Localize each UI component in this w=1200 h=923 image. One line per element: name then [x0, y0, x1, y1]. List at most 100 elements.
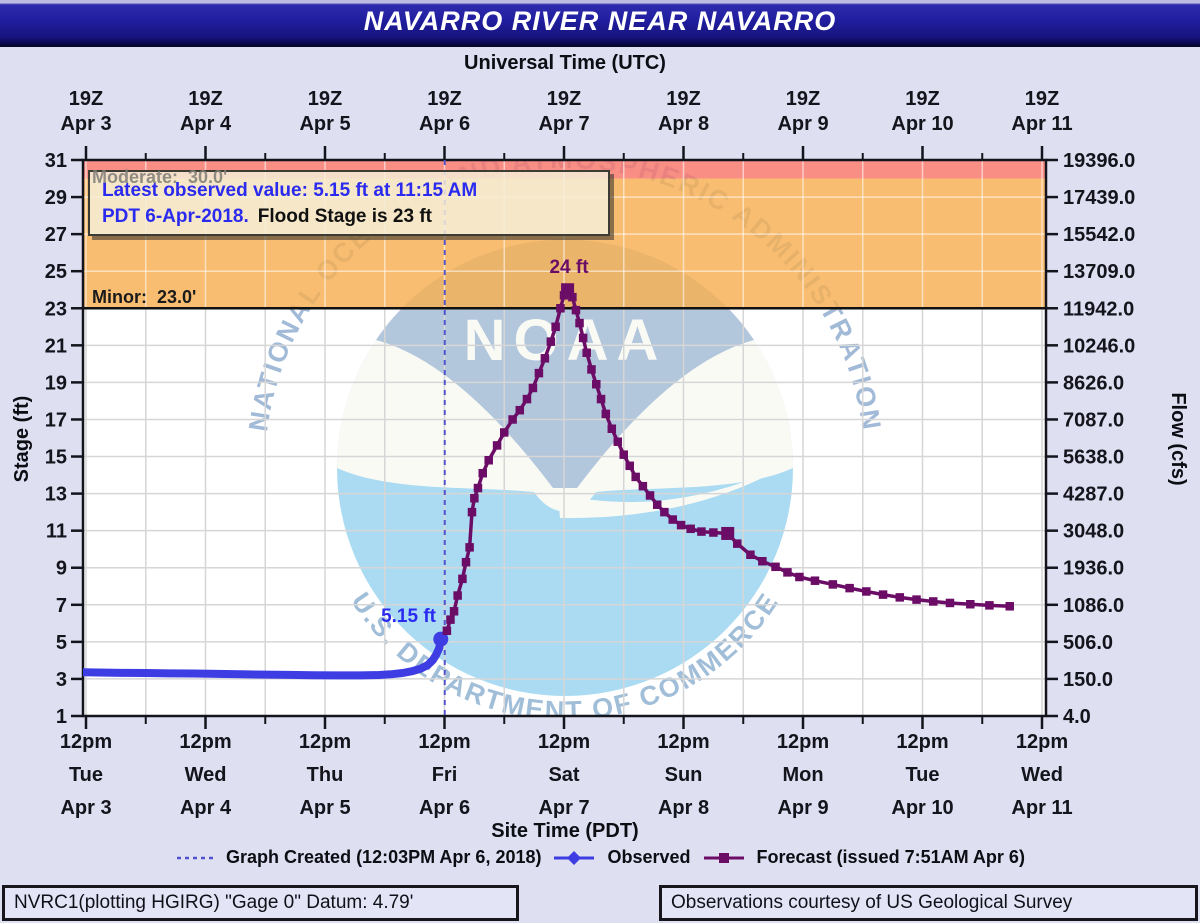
- svg-text:10246.0: 10246.0: [1063, 335, 1135, 357]
- svg-text:19Z: 19Z: [1025, 88, 1059, 110]
- moderate-flood-label: Moderate: 30.0': [92, 167, 228, 187]
- minor-flood-label: Minor: 23.0': [92, 287, 197, 307]
- title-bar: NAVARRO RIVER NEAR NAVARRO: [0, 0, 1200, 47]
- svg-text:7087.0: 7087.0: [1063, 409, 1124, 431]
- gage-datum-box: NVRC1(plotting HGIRG) "Gage 0" Datum: 4.…: [2, 885, 519, 921]
- svg-text:506.0: 506.0: [1063, 632, 1113, 654]
- svg-text:13709.0: 13709.0: [1063, 261, 1135, 283]
- svg-text:19Z: 19Z: [188, 88, 222, 110]
- svg-text:1936.0: 1936.0: [1063, 558, 1124, 580]
- svg-text:Apr 10: Apr 10: [891, 797, 953, 819]
- annotation-line2-date: PDT 6-Apr-2018.: [102, 206, 249, 227]
- latest-observed-label: 5.15 ft: [381, 606, 436, 627]
- svg-text:12pm: 12pm: [538, 731, 590, 753]
- svg-text:Apr 9: Apr 9: [777, 797, 828, 819]
- svg-text:27: 27: [45, 224, 67, 246]
- svg-text:19Z: 19Z: [905, 88, 939, 110]
- svg-text:Apr 4: Apr 4: [180, 113, 232, 135]
- svg-text:29: 29: [45, 187, 67, 209]
- latest-observed-annotation: Latest observed value: 5.15 ft at 11:15 …: [88, 170, 610, 236]
- annotation-line1: Latest observed value: 5.15 ft at 11:15 …: [102, 180, 478, 201]
- page-title: NAVARRO RIVER NEAR NAVARRO: [363, 6, 837, 36]
- utc-axis-title: Universal Time (UTC): [464, 52, 666, 74]
- axes: 19Z Apr 3 19Z Apr 4 19Z Apr 5 19Z Apr 6 19Z Apr 7…: [45, 88, 1136, 819]
- svg-text:4287.0: 4287.0: [1063, 484, 1124, 506]
- forecast-series-swatch: [702, 851, 746, 865]
- svg-text:17439.0: 17439.0: [1063, 187, 1135, 209]
- svg-text:Apr 8: Apr 8: [658, 113, 709, 135]
- svg-text:NOAA: NOAA: [464, 308, 667, 373]
- svg-text:25: 25: [45, 261, 67, 283]
- svg-text:23: 23: [45, 298, 67, 320]
- usgs-credit-box: Observations courtesy of US Geological S…: [659, 885, 1198, 921]
- svg-text:Wed: Wed: [1021, 764, 1063, 786]
- annotation-line2: PDT 6-Apr-2018. Flood Stage is 23 ft: [102, 204, 608, 230]
- svg-text:12pm: 12pm: [418, 731, 470, 753]
- svg-text:12pm: 12pm: [1016, 731, 1068, 753]
- svg-text:150.0: 150.0: [1063, 669, 1113, 691]
- svg-text:11942.0: 11942.0: [1063, 298, 1134, 320]
- forecast-markers: [442, 283, 1014, 635]
- gridlines: [83, 308, 1046, 716]
- svg-text:4.0: 4.0: [1063, 706, 1091, 728]
- svg-text:15: 15: [45, 447, 67, 469]
- svg-text:19Z: 19Z: [308, 88, 342, 110]
- svg-text:12pm: 12pm: [60, 731, 112, 753]
- svg-text:Apr 11: Apr 11: [1011, 113, 1072, 135]
- legend: Graph Created (12:03PM Apr 6, 2018) Obse…: [0, 847, 1200, 868]
- svg-text:19Z: 19Z: [786, 88, 820, 110]
- site-axis-title: Site Time (PDT): [491, 820, 639, 842]
- legend-observed-label: Observed: [607, 847, 691, 867]
- svg-text:19Z: 19Z: [69, 88, 103, 110]
- svg-text:Apr 10: Apr 10: [891, 113, 953, 135]
- svg-text:Fri: Fri: [432, 764, 458, 786]
- svg-text:12pm: 12pm: [179, 731, 231, 753]
- svg-text:Apr 6: Apr 6: [419, 113, 470, 135]
- svg-text:12pm: 12pm: [777, 731, 829, 753]
- annotation-line2-flood: Flood Stage is 23 ft: [257, 206, 432, 227]
- svg-text:31: 31: [45, 150, 67, 172]
- svg-text:11: 11: [46, 521, 67, 543]
- svg-text:7: 7: [56, 595, 67, 617]
- stage-axis-title: Stage (ft): [11, 395, 33, 483]
- svg-text:5: 5: [56, 632, 67, 654]
- svg-text:3048.0: 3048.0: [1063, 521, 1124, 543]
- svg-text:Apr 5: Apr 5: [299, 113, 350, 135]
- svg-text:Apr 6: Apr 6: [419, 797, 470, 819]
- svg-text:1: 1: [56, 706, 67, 728]
- observed-line: [83, 635, 445, 680]
- svg-text:19Z: 19Z: [666, 88, 700, 110]
- graph-created-line-swatch: [175, 851, 215, 865]
- svg-text:Apr 7: Apr 7: [538, 113, 589, 135]
- svg-text:Thu: Thu: [307, 764, 344, 786]
- svg-text:5638.0: 5638.0: [1063, 447, 1124, 469]
- svg-text:12pm: 12pm: [657, 731, 709, 753]
- svg-text:Sat: Sat: [548, 764, 579, 786]
- svg-text:1086.0: 1086.0: [1063, 595, 1124, 617]
- svg-text:Wed: Wed: [185, 764, 227, 786]
- svg-text:Tue: Tue: [69, 764, 103, 786]
- flow-axis-title: Flow (cfs): [1167, 392, 1189, 486]
- svg-text:Apr 7: Apr 7: [538, 797, 589, 819]
- svg-text:Apr 4: Apr 4: [180, 797, 232, 819]
- svg-text:19Z: 19Z: [547, 88, 581, 110]
- svg-text:19396.0: 19396.0: [1063, 150, 1135, 172]
- observed-latest-marker: [433, 631, 449, 647]
- legend-forecast-label: Forecast (issued 7:51AM Apr 6): [756, 847, 1025, 867]
- svg-text:21: 21: [45, 335, 67, 357]
- svg-text:Sun: Sun: [665, 764, 703, 786]
- svg-text:12pm: 12pm: [299, 731, 351, 753]
- observed-series-swatch: [552, 850, 596, 865]
- svg-text:19Z: 19Z: [427, 88, 461, 110]
- svg-text:9: 9: [56, 558, 67, 580]
- svg-text:Apr 9: Apr 9: [777, 113, 828, 135]
- svg-text:Tue: Tue: [905, 764, 939, 786]
- svg-text:Apr 8: Apr 8: [658, 797, 709, 819]
- svg-text:19: 19: [45, 372, 67, 394]
- svg-text:17: 17: [45, 409, 67, 431]
- svg-text:3: 3: [56, 669, 67, 691]
- svg-text:12pm: 12pm: [896, 731, 948, 753]
- legend-created-label: Graph Created (12:03PM Apr 6, 2018): [226, 847, 542, 867]
